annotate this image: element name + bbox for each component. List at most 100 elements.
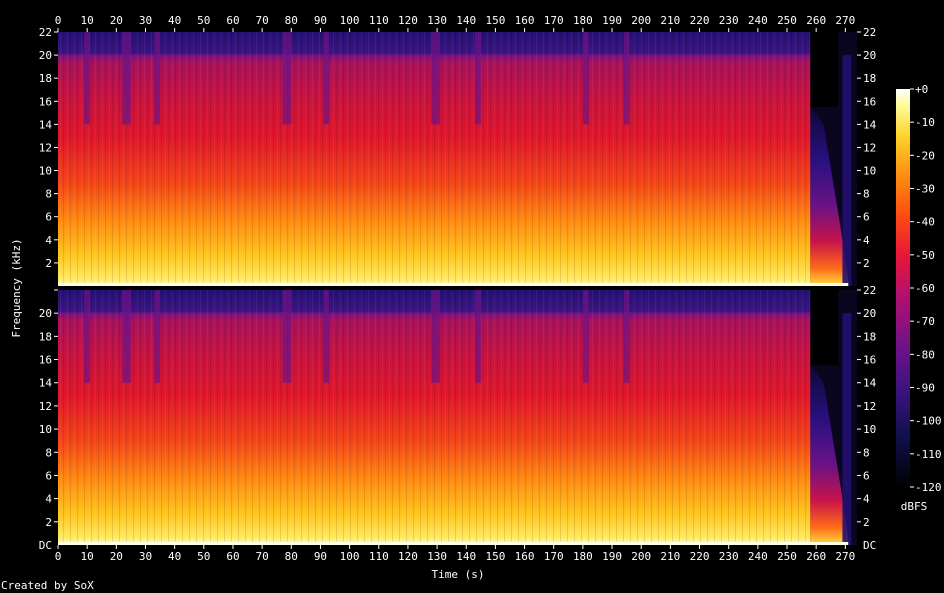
x-axis-label: Time (s) <box>432 568 485 581</box>
x-axis-top: 0 10 20 30 40 50 60 70 80 90 100 110 120 130 140 150 160… <box>55 14 855 32</box>
channel-1-panel <box>58 32 857 286</box>
x-tick-label-bottom: 190 <box>602 550 622 563</box>
x-tick-label-top: 80 <box>285 14 298 27</box>
colorbar-tick-label: -20 <box>915 149 935 162</box>
x-tick-label-top: 170 <box>544 14 564 27</box>
y-tick-label-left: 2 <box>45 516 52 529</box>
y-tick-label-right: 20 <box>863 49 876 62</box>
low-energy-segment <box>623 290 630 383</box>
x-tick-label-bottom: 120 <box>398 550 418 563</box>
y-tick-label-left: 6 <box>45 211 52 224</box>
colorbar-tick-label: -110 <box>915 448 942 461</box>
y-tick-label-left: 8 <box>45 188 52 201</box>
colorbar-ticks: +0 -10 -20 -30 -40 -50 -60 -70 -80 -90 -100 -110 -12… <box>910 83 942 494</box>
y-tick-label-left: 12 <box>39 400 52 413</box>
x-tick-label-bottom: 210 <box>660 550 680 563</box>
y-axis-label: Frequency (kHz) <box>10 238 23 337</box>
colorbar-label: dBFS <box>901 500 928 513</box>
y-tick-label-right: 4 <box>863 234 870 247</box>
x-tick-label-bottom: 150 <box>485 550 505 563</box>
y-tick-label-right: 4 <box>863 493 870 506</box>
y-tick-label-right: 18 <box>863 330 876 343</box>
colorbar <box>896 89 910 487</box>
low-energy-segment <box>474 32 481 125</box>
x-tick-label-top: 190 <box>602 14 622 27</box>
y-tick-label-right: 12 <box>863 400 876 413</box>
y-tick-label-left: 10 <box>39 423 52 436</box>
colorbar-tick-label: -100 <box>915 415 942 428</box>
low-energy-segment <box>282 290 292 383</box>
low-energy-segment <box>154 32 161 125</box>
low-energy-segment <box>582 32 589 125</box>
y-tick-label-right: 22 <box>863 284 876 297</box>
y-tick-label-right: 16 <box>863 354 876 367</box>
x-tick-label-bottom: 20 <box>110 550 123 563</box>
y-tick-label-left: 6 <box>45 469 52 482</box>
y-tick-label-left: 20 <box>39 307 52 320</box>
x-tick-label-bottom: 10 <box>81 550 94 563</box>
x-tick-label-top: 30 <box>139 14 152 27</box>
y-tick-label-right: 18 <box>863 72 876 85</box>
colorbar-tick-label: -10 <box>915 116 935 129</box>
low-energy-segment <box>474 290 481 383</box>
silence-notch <box>810 290 839 366</box>
x-tick-label-top: 140 <box>456 14 476 27</box>
fade-out-tail <box>810 365 849 545</box>
low-energy-segment <box>154 290 161 383</box>
colorbar-tick-label: -120 <box>915 481 942 494</box>
y-tick-label-dc-right: DC <box>863 539 876 552</box>
y-tick-label-right: 6 <box>863 211 870 224</box>
y-tick-label-right: 20 <box>863 307 876 320</box>
low-energy-segment <box>582 290 589 383</box>
x-tick-label-bottom: 40 <box>168 550 181 563</box>
x-tick-label-top: 130 <box>427 14 447 27</box>
x-tick-label-bottom: 100 <box>340 550 360 563</box>
y-tick-label-right: 22 <box>863 26 876 39</box>
y-tick-label-left: 16 <box>39 95 52 108</box>
x-tick-label-top: 70 <box>255 14 268 27</box>
x-tick-label-top: 10 <box>81 14 94 27</box>
dc-band <box>58 542 849 545</box>
channel-2-panel <box>58 290 857 545</box>
y-tick-label-right: 2 <box>863 516 870 529</box>
x-tick-label-bottom: 90 <box>314 550 327 563</box>
x-tick-label-bottom: 50 <box>197 550 210 563</box>
y-tick-label-right: 14 <box>863 377 877 390</box>
low-energy-segment <box>282 32 292 125</box>
x-tick-label-top: 160 <box>515 14 535 27</box>
y-tick-label-left: 4 <box>45 493 52 506</box>
x-tick-label-bottom: 180 <box>573 550 593 563</box>
y-tick-label-right: 12 <box>863 141 876 154</box>
x-tick-label-bottom: 250 <box>777 550 797 563</box>
x-tick-label-top: 200 <box>631 14 651 27</box>
y-tick-label-left: 22 <box>39 26 52 39</box>
y-tick-label-right: 8 <box>863 446 870 459</box>
low-energy-segment <box>431 290 441 383</box>
x-tick-label-top: 60 <box>226 14 239 27</box>
x-tick-label-bottom: 230 <box>719 550 739 563</box>
x-tick-label-top: 270 <box>835 14 855 27</box>
low-energy-segment <box>623 32 630 125</box>
fade-out-tail <box>810 107 849 286</box>
y-tick-label-right: 10 <box>863 165 876 178</box>
x-tick-label-top: 110 <box>369 14 389 27</box>
colorbar-tick-label: -70 <box>915 315 935 328</box>
x-tick-label-bottom: 220 <box>690 550 710 563</box>
x-tick-label-top: 230 <box>719 14 739 27</box>
x-tick-label-bottom: 110 <box>369 550 389 563</box>
colorbar-tick-label: -80 <box>915 348 935 361</box>
x-tick-label-bottom: 140 <box>456 550 476 563</box>
x-tick-label-top: 100 <box>340 14 360 27</box>
x-tick-label-bottom: 0 <box>55 550 62 563</box>
x-tick-label-top: 220 <box>690 14 710 27</box>
silence-notch <box>810 32 839 108</box>
colorbar-tick-label: -40 <box>915 216 935 229</box>
x-tick-label-top: 210 <box>660 14 680 27</box>
x-tick-label-top: 240 <box>748 14 768 27</box>
x-tick-label-bottom: 80 <box>285 550 298 563</box>
y-tick-label-right: 6 <box>863 469 870 482</box>
x-tick-label-top: 50 <box>197 14 210 27</box>
